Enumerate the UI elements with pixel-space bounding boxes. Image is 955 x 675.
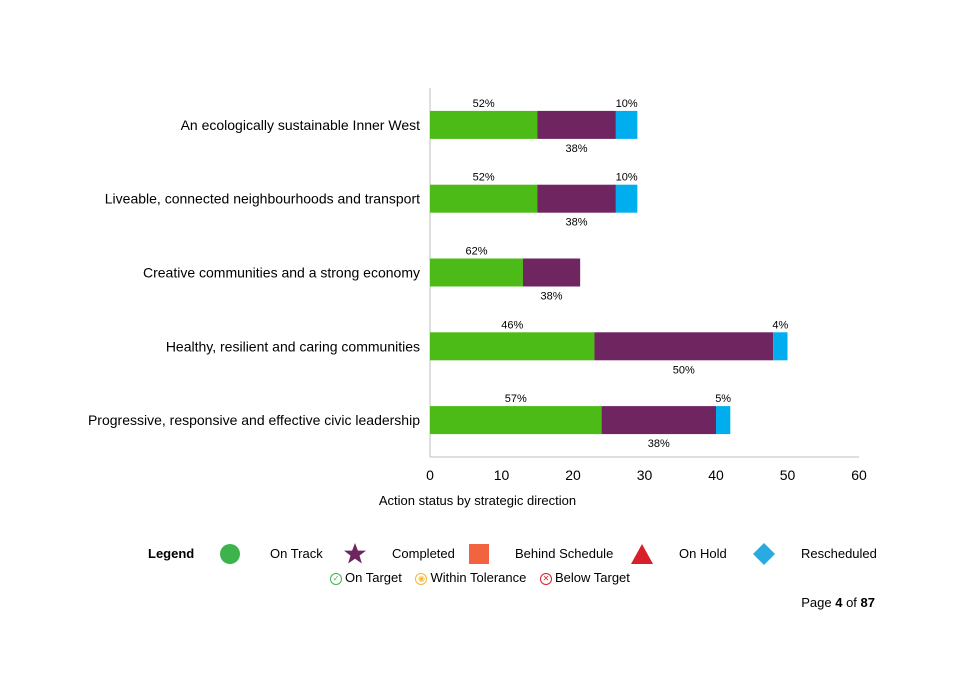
x-tick-label: 0 <box>426 467 434 483</box>
bar-segment-on-track <box>430 110 538 139</box>
bar-segment-rescheduled <box>615 110 638 139</box>
bar-segment-completed <box>594 332 774 361</box>
completed-star-icon <box>344 543 366 564</box>
target-on-target: ✓ On Target <box>330 570 402 585</box>
bar-segment-on-track <box>430 258 523 287</box>
legend-shape-circle <box>220 544 240 564</box>
legend-title: Legend <box>148 546 195 561</box>
page-current: 4 <box>835 595 843 610</box>
bar-segment-rescheduled <box>773 332 788 361</box>
bar-segment-rescheduled <box>716 406 731 435</box>
data-label: 38% <box>566 143 588 155</box>
target-label-within-tolerance: Within Tolerance <box>430 570 527 585</box>
on-track-circle-icon <box>220 544 240 564</box>
bar-segment-on-track <box>430 184 538 213</box>
bar-segment-completed <box>601 406 716 435</box>
data-label: 52% <box>473 172 495 184</box>
data-label: 38% <box>566 217 588 229</box>
bar-segment-completed <box>537 110 616 139</box>
data-label: 62% <box>465 246 487 258</box>
x-tick-label: 20 <box>565 467 581 483</box>
category-label: Progressive, responsive and effective ci… <box>88 412 420 428</box>
neutral-circle-icon: ◉ <box>415 573 428 585</box>
target-label-below-target: Below Target <box>554 570 630 585</box>
category-label: Healthy, resilient and caring communitie… <box>166 338 420 354</box>
legend-shape-diamond <box>753 543 775 565</box>
page-total: 87 <box>860 595 875 610</box>
x-tick-label: 50 <box>780 467 796 483</box>
x-circle-icon: ✕ <box>539 573 552 585</box>
behind-schedule-square-icon <box>469 544 489 564</box>
category-label: Liveable, connected neighbourhoods and t… <box>105 191 420 207</box>
bar-segment-on-track <box>430 332 595 361</box>
data-label: 4% <box>772 319 788 331</box>
x-tick-label: 10 <box>494 467 510 483</box>
bar-segment-completed <box>537 184 616 213</box>
x-tick-label: 60 <box>851 467 867 483</box>
target-within-tolerance: ◉ Within Tolerance <box>415 570 526 585</box>
x-axis-title: Action status by strategic direction <box>378 493 577 508</box>
page-prefix: Page <box>801 595 832 610</box>
category-label: An ecologically sustainable Inner West <box>181 117 421 133</box>
check-circle-icon: ✓ <box>330 573 342 585</box>
bar-segment-on-track <box>430 406 602 435</box>
data-label: 10% <box>616 172 638 184</box>
data-label: 52% <box>473 98 495 110</box>
target-label-on-target: On Target <box>345 570 402 585</box>
data-label: 10% <box>616 98 638 110</box>
bar-segment-completed <box>522 258 581 287</box>
category-label: Creative communities and a strong econom… <box>143 265 420 281</box>
legend-label-on-hold: On Hold <box>679 546 727 561</box>
data-label: 50% <box>673 364 695 376</box>
data-label: 5% <box>715 393 731 405</box>
on-hold-triangle-icon <box>631 544 653 564</box>
legend-shape-square <box>469 544 489 564</box>
data-label: 38% <box>648 438 670 450</box>
data-label: 38% <box>541 291 563 303</box>
data-label: 46% <box>501 319 523 331</box>
target-below-target: ✕ Below Target <box>539 570 630 585</box>
x-tick-label: 40 <box>708 467 724 483</box>
bar-segment-rescheduled <box>615 184 638 213</box>
stacked-bar-chart: 0 10 20 30 40 50 60 An ecologically sustainable… <box>88 88 867 483</box>
page-footer: Page 4 of 87 <box>801 595 875 610</box>
data-label: 57% <box>505 393 527 405</box>
target-legend: ✓ On Target ◉ Within Tolerance ✕ Below Targ… <box>330 570 640 585</box>
legend-shape-star <box>344 543 366 564</box>
legend-label-behind-schedule: Behind Schedule <box>515 546 614 561</box>
legend-label-on-track: On Track <box>270 546 323 561</box>
rescheduled-diamond-icon <box>753 543 775 565</box>
legend-label-rescheduled: Rescheduled <box>801 546 877 561</box>
legend-shape-triangle <box>631 544 653 564</box>
page-of: of <box>846 595 857 610</box>
x-tick-label: 30 <box>637 467 653 483</box>
legend: Legend On Track Completed Behind Schedul… <box>0 541 955 567</box>
legend-label-completed: Completed <box>392 546 455 561</box>
